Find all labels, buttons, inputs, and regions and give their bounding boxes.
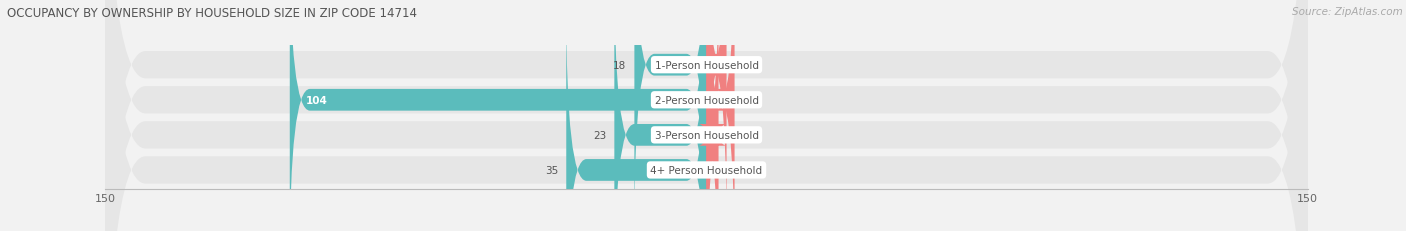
FancyBboxPatch shape bbox=[634, 0, 707, 229]
FancyBboxPatch shape bbox=[707, 0, 727, 229]
Text: OCCUPANCY BY OWNERSHIP BY HOUSEHOLD SIZE IN ZIP CODE 14714: OCCUPANCY BY OWNERSHIP BY HOUSEHOLD SIZE… bbox=[7, 7, 418, 20]
Text: 104: 104 bbox=[307, 95, 328, 105]
FancyBboxPatch shape bbox=[105, 0, 1308, 231]
Text: 23: 23 bbox=[593, 130, 606, 140]
FancyBboxPatch shape bbox=[707, 0, 734, 231]
FancyBboxPatch shape bbox=[290, 0, 707, 231]
FancyBboxPatch shape bbox=[105, 0, 1308, 231]
Text: 1-Person Household: 1-Person Household bbox=[655, 61, 758, 70]
FancyBboxPatch shape bbox=[567, 6, 707, 231]
FancyBboxPatch shape bbox=[699, 0, 727, 231]
FancyBboxPatch shape bbox=[105, 0, 1308, 231]
FancyBboxPatch shape bbox=[105, 0, 1308, 231]
Text: 4+ Person Household: 4+ Person Household bbox=[651, 165, 762, 175]
Text: 5: 5 bbox=[734, 61, 741, 70]
Text: 7: 7 bbox=[742, 95, 749, 105]
Text: 3: 3 bbox=[727, 130, 733, 140]
Text: 3-Person Household: 3-Person Household bbox=[655, 130, 758, 140]
FancyBboxPatch shape bbox=[614, 0, 707, 231]
Text: 35: 35 bbox=[546, 165, 558, 175]
Text: Source: ZipAtlas.com: Source: ZipAtlas.com bbox=[1292, 7, 1403, 17]
Text: 18: 18 bbox=[613, 61, 627, 70]
Text: 0: 0 bbox=[714, 165, 721, 175]
Text: 2-Person Household: 2-Person Household bbox=[655, 95, 758, 105]
